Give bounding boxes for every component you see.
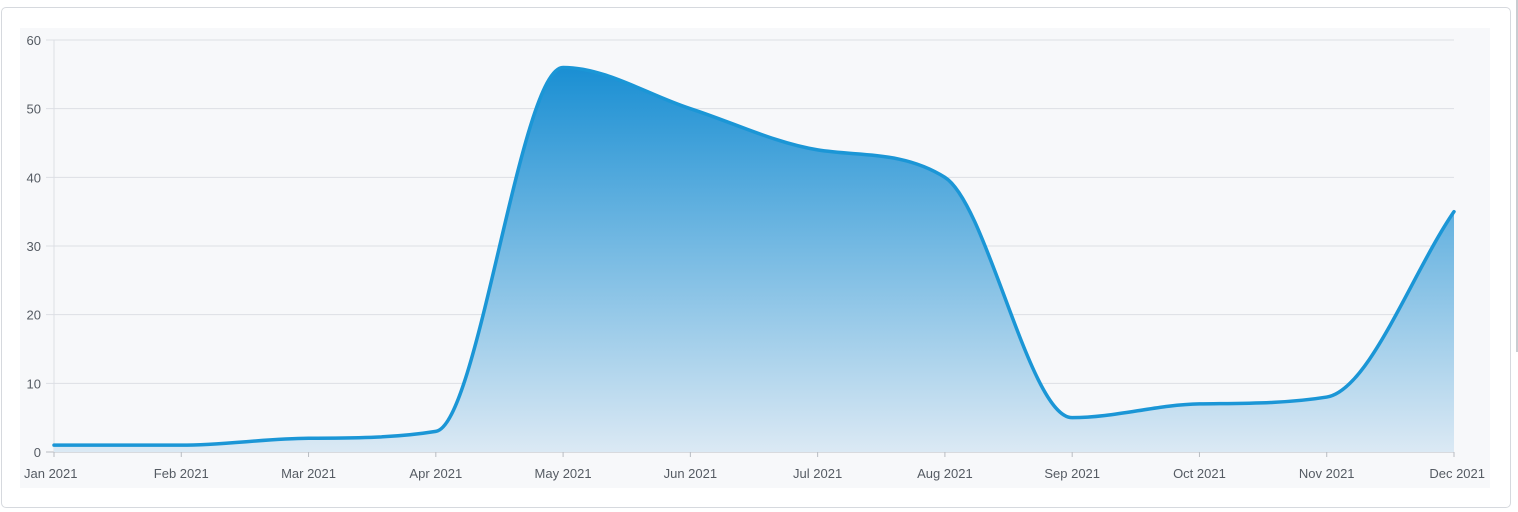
x-tick-label: May 2021 [535, 466, 592, 481]
scrollbar[interactable] [1516, 0, 1518, 352]
x-tick-label: Sep 2021 [1044, 466, 1100, 481]
y-tick-label: 40 [27, 170, 41, 185]
series-area [54, 67, 1454, 452]
x-axis: Jan 2021 Feb 2021 Mar 2021 Apr 2021 May 2021… [24, 452, 1485, 481]
x-tick-label: Jun 2021 [664, 466, 718, 481]
y-tick-label: 30 [27, 239, 41, 254]
x-tick-label: Mar 2021 [281, 466, 336, 481]
y-tick-label: 50 [27, 102, 41, 117]
x-tick-label: Jul 2021 [793, 466, 842, 481]
y-tick-label: 0 [34, 445, 41, 460]
x-tick-label: Jan 2021 [24, 466, 78, 481]
x-tick-label: Oct 2021 [1173, 466, 1226, 481]
x-tick-label: Nov 2021 [1299, 466, 1355, 481]
x-tick-label: Dec 2021 [1429, 466, 1485, 481]
y-tick-label: 10 [27, 376, 41, 391]
x-tick-label: Aug 2021 [917, 466, 973, 481]
x-tick-label: Feb 2021 [154, 466, 209, 481]
y-tick-label: 60 [27, 33, 41, 48]
series-line [52, 65, 1456, 447]
y-tick-label: 20 [27, 308, 41, 323]
x-tick-label: Apr 2021 [409, 466, 462, 481]
y-axis: 0 10 20 30 40 50 60 [27, 33, 41, 460]
